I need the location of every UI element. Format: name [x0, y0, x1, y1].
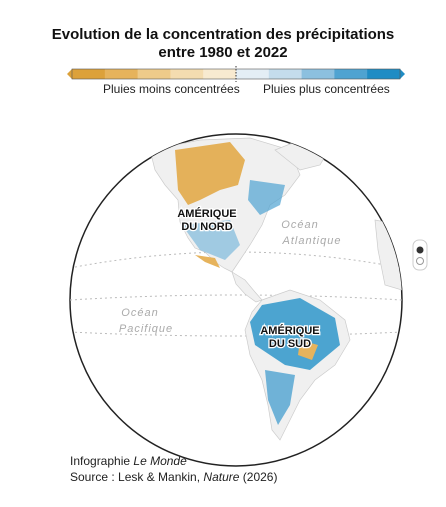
continent-label: AMÉRIQUE: [177, 207, 236, 220]
view-toggle[interactable]: [412, 239, 428, 271]
legend-outline: [71, 68, 401, 80]
continent-label: DU NORD: [181, 221, 232, 233]
legend-swatch: [334, 69, 368, 79]
title-line: Evolution de la concentration des précip…: [51, 26, 395, 43]
legend-swatch: [367, 69, 401, 79]
legend-swatch: [301, 69, 335, 79]
legend-arrow: [67, 69, 72, 79]
source-text: Nature: [203, 470, 240, 484]
credit-text: Le Monde: [133, 454, 187, 468]
title-line: entre 1980 et 2022: [158, 44, 288, 61]
source-text: Source : Lesk & Mankin,: [70, 470, 204, 484]
source-text: (2026): [239, 470, 278, 484]
legend-swatch: [72, 69, 106, 79]
globe: [69, 133, 403, 467]
toggle-dot[interactable]: [416, 246, 424, 254]
legend-label: Pluies moins concentrées: [103, 82, 240, 96]
legend-bar: [67, 66, 405, 82]
legend-swatch: [137, 69, 171, 79]
legend-swatch: [268, 69, 303, 79]
legend-swatch: [104, 69, 139, 79]
toggle-dot[interactable]: [416, 257, 424, 265]
ocean-label: Océan: [281, 219, 318, 231]
source: Source : Lesk & Mankin, Nature (2026): [70, 470, 277, 484]
legend-arrow: [400, 69, 405, 79]
credit-text: Infographie: [70, 454, 134, 468]
continent-label: AMÉRIQUE: [260, 324, 319, 337]
legend-swatch: [203, 69, 237, 79]
legend-swatch: [236, 69, 270, 79]
ocean-label: Océan: [121, 307, 158, 319]
legend-label: Pluies plus concentrées: [263, 82, 390, 96]
continent-label: DU SUD: [269, 338, 311, 350]
ocean-label: Atlantique: [282, 235, 342, 247]
land: [70, 137, 402, 441]
legend-swatch: [170, 69, 204, 79]
ocean-label: Pacifique: [119, 323, 173, 335]
credit: Infographie Le Monde: [70, 454, 187, 468]
